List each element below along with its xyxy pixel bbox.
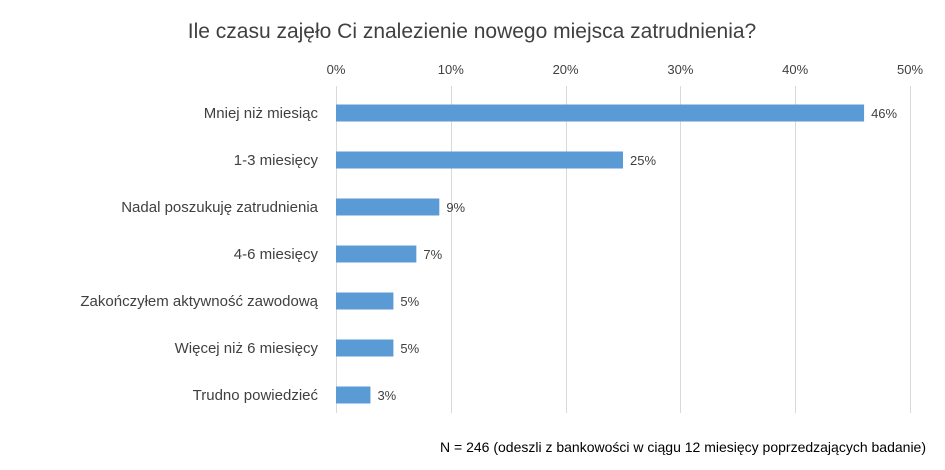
category-labels: Mniej niż miesiąc 1-3 miesięcy Nadal poszu… — [80, 105, 318, 404]
gridlines — [336, 86, 911, 413]
x-tick-label: 10% — [438, 62, 464, 77]
x-axis-ticks: 0% 10% 20% 30% 40% 50% — [327, 62, 924, 77]
chart-title: Ile czasu zajęło Ci znalezienie nowego m… — [188, 20, 757, 43]
category-label: Mniej niż miesiąc — [204, 105, 319, 122]
category-label: 4-6 miesięcy — [234, 246, 319, 263]
bar — [336, 104, 865, 122]
category-label: Trudno powiedzieć — [193, 387, 319, 404]
data-label: 3% — [377, 388, 396, 403]
data-label: 46% — [871, 106, 897, 121]
bar — [336, 292, 394, 310]
data-labels: 46% 25% 9% 7% 5% 5% 3% — [377, 106, 897, 403]
category-label: Nadal poszukuję zatrudnienia — [121, 199, 318, 216]
bar — [336, 245, 417, 263]
data-label: 5% — [400, 341, 419, 356]
bar — [336, 151, 623, 169]
category-label: Zakończyłem aktywność zawodową — [80, 293, 318, 310]
bar — [336, 339, 394, 357]
footnote: N = 246 (odeszli z bankowości w ciągu 12… — [440, 439, 926, 455]
bar — [336, 198, 440, 216]
bars — [336, 104, 865, 404]
category-label: Więcej niż 6 miesięcy — [175, 340, 319, 357]
x-tick-label: 40% — [782, 62, 808, 77]
data-label: 7% — [423, 247, 442, 262]
data-label: 9% — [446, 200, 465, 215]
data-label: 25% — [630, 153, 656, 168]
x-tick-label: 50% — [897, 62, 923, 77]
bar — [336, 386, 371, 404]
category-label: 1-3 miesięcy — [234, 152, 319, 169]
x-tick-label: 0% — [327, 62, 346, 77]
data-label: 5% — [400, 294, 419, 309]
x-tick-label: 30% — [667, 62, 693, 77]
x-tick-label: 20% — [553, 62, 579, 77]
